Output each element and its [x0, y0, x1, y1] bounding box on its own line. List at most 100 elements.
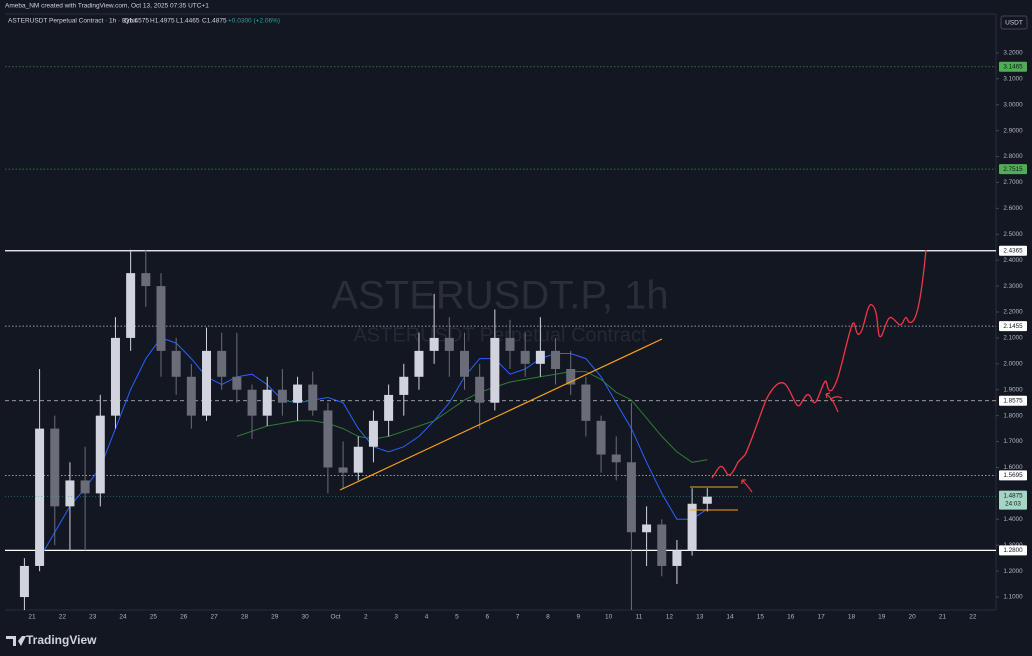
credit: Ameba_NM created with TradingView.com, O… — [5, 3, 209, 10]
x-tick-label: 5 — [455, 614, 459, 621]
projection-path — [711, 249, 927, 479]
x-tick-label: 16 — [787, 614, 795, 621]
candle-body — [657, 524, 667, 566]
candle-body — [687, 503, 697, 551]
level-label-box — [999, 164, 1027, 175]
watermark: ASTERUSDT.P, 1h — [331, 274, 668, 318]
ohlc-legend: O1.4575 H1.4975 L1.4465 C1.4875 +0.0300 (+2.… — [124, 18, 280, 25]
candle-body — [232, 376, 242, 390]
x-tick-label: 12 — [666, 614, 674, 621]
level-label: 2.7515 — [1003, 166, 1023, 173]
brand: TradingView — [26, 633, 97, 647]
x-tick-label: 23 — [89, 614, 97, 621]
trend-line — [339, 338, 663, 491]
y-tick-label: 1.8000 — [1003, 412, 1023, 419]
level-label-box — [999, 470, 1027, 481]
candle-body — [490, 337, 500, 403]
x-tick-label: 13 — [696, 614, 704, 621]
x-tick-label: 20 — [909, 614, 917, 621]
price-label: 1.4875 — [1003, 492, 1023, 499]
y-tick-label: 2.9000 — [1003, 127, 1023, 134]
candle-body — [156, 286, 166, 351]
countdown: 24:03 — [1005, 500, 1021, 507]
candle-body — [672, 550, 682, 566]
candle-body — [520, 350, 530, 364]
candle-body — [399, 376, 409, 395]
candle-body — [459, 350, 469, 377]
candle-body — [202, 350, 212, 416]
level-label-box — [999, 395, 1027, 406]
level-label: 1.2800 — [1003, 547, 1023, 554]
candle-body — [581, 384, 591, 421]
candle-body — [277, 389, 287, 403]
y-tick-label: 2.0000 — [1003, 360, 1023, 367]
ohlc-value: +0.0300 (+2.06%) — [228, 18, 280, 25]
candle-body — [95, 415, 105, 494]
x-tick-label: 17 — [817, 614, 825, 621]
y-tick-label: 1.4000 — [1003, 516, 1023, 523]
x-tick-label: 22 — [969, 614, 977, 621]
currency[interactable]: USDT — [1005, 20, 1023, 27]
candle-body — [126, 273, 136, 338]
y-tick-label: 1.6000 — [1003, 464, 1023, 471]
level-label: 1.8575 — [1003, 397, 1023, 404]
candle-body — [217, 350, 227, 377]
x-tick-label: 22 — [59, 614, 67, 621]
x-tick-label: 27 — [210, 614, 218, 621]
y-tick-label: 2.1000 — [1003, 335, 1023, 342]
y-tick-label: 1.1000 — [1003, 594, 1023, 601]
level-label: 2.1455 — [1003, 323, 1023, 330]
candle-body — [702, 496, 712, 504]
y-tick-label: 2.6000 — [1003, 205, 1023, 212]
candle-body — [626, 462, 636, 533]
x-tick-label: 19 — [878, 614, 886, 621]
ohlc-value: L1.4465 — [176, 18, 200, 25]
level-label: 1.5695 — [1003, 472, 1023, 479]
y-tick-label: 2.4000 — [1003, 257, 1023, 264]
level-label: 2.4365 — [1003, 247, 1023, 254]
x-tick-label: 2 — [364, 614, 368, 621]
y-tick-label: 1.9000 — [1003, 386, 1023, 393]
projection-arrow — [741, 392, 843, 493]
watermark-subtitle: ASTERUSDT Perpetual Contract — [353, 324, 647, 346]
candle-body — [293, 384, 303, 403]
candle-body — [323, 410, 333, 468]
moving-average — [236, 371, 708, 463]
y-tick-label: 1.7000 — [1003, 438, 1023, 445]
candle-body — [110, 337, 120, 416]
candle-body — [65, 480, 75, 507]
y-tick-label: 2.7000 — [1003, 179, 1023, 186]
candle-body — [262, 389, 272, 416]
range-box — [690, 486, 738, 511]
currency-button[interactable] — [1000, 15, 1028, 30]
y-tick-label: 2.8000 — [1003, 153, 1023, 160]
candle-body — [80, 480, 90, 494]
x-tick-label: 3 — [394, 614, 398, 621]
y-tick-label: 3.2000 — [1003, 50, 1023, 57]
candle-body — [429, 337, 439, 351]
candle-body — [50, 428, 60, 507]
x-tick-label: 28 — [241, 614, 249, 621]
x-tick-label: 11 — [636, 614, 643, 621]
x-tick-label: 18 — [848, 614, 856, 621]
x-tick-label: 10 — [605, 614, 613, 621]
level-label-box — [999, 545, 1027, 556]
y-tick-label: 2.5000 — [1003, 231, 1023, 238]
x-tick-label: 15 — [757, 614, 765, 621]
candle-body — [384, 394, 394, 421]
y-tick-label: 1.2000 — [1003, 568, 1023, 575]
x-tick-label: 21 — [939, 614, 947, 621]
x-tick-label: 24 — [119, 614, 127, 621]
candle-body — [247, 389, 257, 416]
y-tick-label: 2.2000 — [1003, 309, 1023, 316]
x-tick-label: 21 — [28, 614, 36, 621]
y-tick-label: 2.3000 — [1003, 283, 1023, 290]
brand-logo — [6, 636, 26, 646]
candle-body — [611, 454, 621, 463]
candle-body — [338, 467, 348, 473]
symbol-title: ASTERUSDT Perpetual Contract · 1h · Bybi… — [8, 18, 137, 25]
ohlc-value: H1.4975 — [150, 18, 175, 25]
